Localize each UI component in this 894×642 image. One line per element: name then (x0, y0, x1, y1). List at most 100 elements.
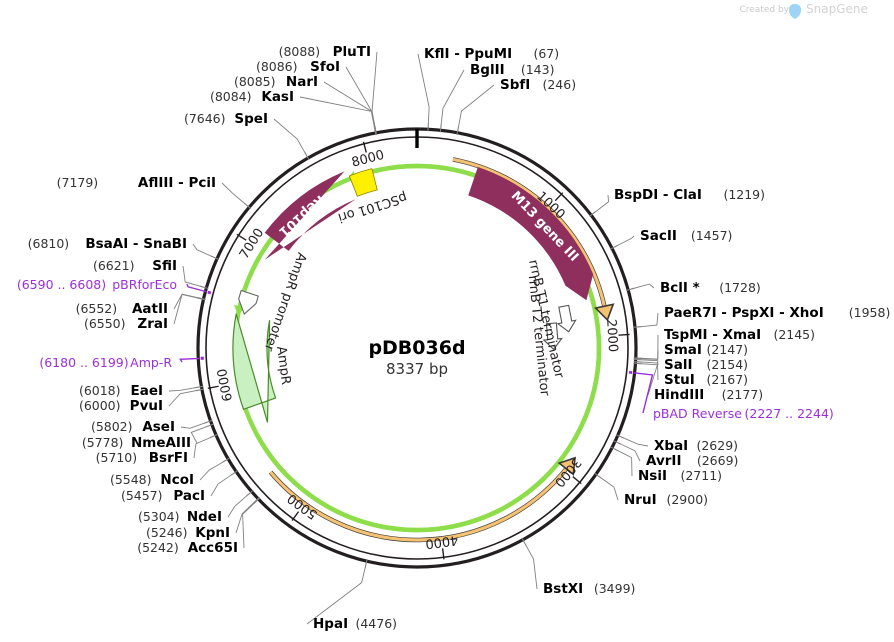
enzyme-position-kasi: (8084) (210, 89, 252, 104)
enzyme-tick-bstxi (521, 537, 527, 547)
enzyme-tick-sacii (609, 244, 619, 250)
enzyme-site-sbfi[interactable]: SbfI (246) (500, 77, 576, 93)
enzyme-site-xbai[interactable]: XbaI (2629) (654, 438, 738, 454)
enzyme-name-ndei: NdeI (187, 509, 222, 525)
enzyme-position-afliii-pcii: (7179) (57, 175, 99, 190)
enzyme-tick-sfii (199, 285, 209, 290)
plasmid-name: pDB036d (368, 337, 465, 359)
feature-m13-gene-iii (468, 166, 594, 301)
enzyme-leader-xbai (624, 437, 649, 447)
enzyme-leader-acc65i (242, 503, 254, 549)
enzyme-site-kpni[interactable]: KpnI (5246) (146, 525, 230, 541)
enzyme-site-hindiii[interactable]: HindIII (2177) (654, 387, 763, 403)
enzyme-tick-sbfi (456, 125, 460, 135)
enzyme-site-tspmi-xmai[interactable]: TspMI - XmaI (2145) (664, 327, 815, 343)
enzyme-position-sfii: (6621) (93, 258, 135, 273)
primer-position-pbad-reverse: (2227 .. 2244) (745, 406, 834, 421)
enzyme-position-hindiii: (2177) (722, 387, 764, 402)
snapgene-leaf-icon (789, 4, 801, 19)
enzyme-position-bcli-: (1728) (719, 280, 761, 295)
enzyme-site-sacii[interactable]: SacII (1457) (640, 228, 732, 244)
enzyme-site-nsii[interactable]: NsiI (2711) (638, 468, 722, 484)
watermark-prefix: Created by (739, 5, 789, 15)
enzyme-site-sfii[interactable]: SfiI (6621) (93, 258, 177, 274)
enzyme-position-xbai: (2629) (696, 438, 738, 453)
enzyme-position-bglii: (143) (521, 62, 555, 77)
enzyme-site-acc65i[interactable]: Acc65I (5242) (137, 540, 238, 556)
enzyme-position-ndei: (5304) (138, 509, 180, 524)
enzyme-leader-sfoi (345, 66, 375, 127)
enzyme-site-kfli-ppumi[interactable]: KflI - PpuMI (67) (424, 46, 559, 62)
enzyme-site-bspdi-clai[interactable]: BspDI - ClaI (1219) (614, 187, 765, 203)
enzyme-site-ndei[interactable]: NdeI (5304) (138, 509, 222, 525)
enzyme-name-avrii: AvrII (646, 453, 681, 469)
enzyme-leader-kpni (235, 503, 254, 534)
enzyme-leader-nrui (601, 477, 619, 501)
enzyme-site-kasi[interactable]: KasI (8084) (210, 89, 294, 105)
enzyme-leader-eaei (168, 387, 195, 392)
enzyme-site-nrui[interactable]: NruI (2900) (624, 492, 708, 508)
enzyme-site-afliii-pcii[interactable]: AflIII - PciI (7179) (57, 175, 216, 191)
enzyme-site-smai[interactable]: SmaI (2147) (664, 342, 748, 358)
enzyme-tick-kpni (252, 496, 260, 504)
enzyme-tick-asei (203, 419, 213, 424)
primer-amp-r[interactable]: Amp-R(6180 .. 6199) (39, 355, 200, 370)
enzyme-site-sfoi[interactable]: SfoI (8086) (256, 59, 340, 75)
enzyme-site-bcli-[interactable]: BclI * (1728) (660, 280, 761, 296)
ruler-label-4000: 4000 (424, 532, 459, 551)
enzyme-leader-layer (168, 51, 659, 625)
enzyme-site-nmeaiii[interactable]: NmeAIII (5778) (82, 435, 191, 451)
feature-rrnb-t1-terminator (556, 304, 577, 333)
enzyme-site-hpai[interactable]: HpaI (4476) (313, 616, 397, 632)
enzyme-site-bglii[interactable]: BglII (143) (470, 62, 554, 78)
primer-pbad-reverse[interactable]: pBAD Reverse (2227 .. 2244) (633, 372, 834, 421)
enzyme-site-sali[interactable]: SalI (2154) (664, 357, 748, 373)
orf-arrowhead-orf-upper-right (594, 303, 615, 322)
enzyme-site-ncoi[interactable]: NcoI (5548) (110, 472, 194, 488)
enzyme-position-nari: (8085) (234, 74, 276, 89)
ruler-label-8000: 8000 (350, 148, 386, 171)
enzyme-tick-aatii (196, 296, 206, 301)
enzyme-site-stui[interactable]: StuI (2167) (664, 372, 748, 388)
feature-ampr (232, 313, 277, 423)
ruler-label-2000: 2000 (603, 319, 620, 353)
enzyme-site-zrai[interactable]: ZraI (6550) (84, 316, 168, 332)
enzyme-site-aatii[interactable]: AatII (6552) (76, 301, 168, 317)
enzyme-tick-ncoi (221, 457, 231, 463)
enzyme-name-spei: SpeI (234, 111, 268, 127)
enzyme-name-bsrfi: BsrFI (149, 450, 188, 466)
enzyme-site-pvui[interactable]: PvuI (6000) (79, 398, 163, 414)
enzyme-position-hpai: (4476) (355, 616, 397, 631)
orf-arc-orf-upper-right (452, 157, 607, 308)
enzyme-site-bsaai-snabi[interactable]: BsaAI - SnaBI (6810) (28, 236, 187, 252)
enzyme-site-paci[interactable]: PacI (5457) (121, 488, 205, 504)
enzyme-tick-pluti (374, 125, 378, 135)
enzyme-tick-bspdi-clai (589, 210, 597, 217)
primer-name-pbad-reverse: pBAD Reverse (653, 406, 742, 421)
ori-box (348, 168, 378, 197)
enzyme-site-bstxi[interactable]: BstXI (3499) (543, 581, 635, 597)
enzyme-site-bsrfi[interactable]: BsrFI (5710) (96, 450, 188, 466)
enzyme-name-kfli-ppumi: KflI - PpuMI (424, 46, 512, 62)
enzyme-site-eaei[interactable]: EaeI (6018) (79, 383, 163, 399)
enzyme-site-spei[interactable]: SpeI (7646) (184, 111, 268, 127)
feature-shape (468, 166, 594, 301)
enzyme-site-pluti[interactable]: PluTI (8088) (279, 44, 371, 60)
enzyme-name-afliii-pcii: AflIII - PciI (138, 175, 216, 191)
enzyme-site-nari[interactable]: NarI (8085) (234, 74, 318, 90)
feature-label-ampr: AmpR (273, 345, 293, 385)
enzyme-name-bcli-: BclI * (660, 280, 700, 296)
enzyme-name-sfoi: SfoI (310, 59, 340, 75)
enzyme-site-asei[interactable]: AseI (5802) (91, 419, 175, 435)
enzyme-position-spei: (7646) (184, 111, 226, 126)
ruler-tick-3000 (572, 476, 582, 485)
enzyme-site-paer7i-pspxi-xhoi[interactable]: PaeR7I - PspXI - XhoI (1958) (664, 305, 890, 321)
primer-leader-amp-r (179, 357, 200, 363)
enzyme-site-avrii[interactable]: AvrII (2669) (646, 453, 738, 469)
enzyme-name-nrui: NruI (624, 492, 657, 508)
enzyme-leader-zrai (173, 293, 197, 325)
enzyme-position-bstxi: (3499) (594, 581, 636, 596)
enzyme-name-hindiii: HindIII (654, 387, 704, 403)
ruler-label-6000: 6000 (215, 367, 236, 402)
primer-pbrforeco[interactable]: pBRforEco (6590 .. 6608) (17, 277, 207, 293)
